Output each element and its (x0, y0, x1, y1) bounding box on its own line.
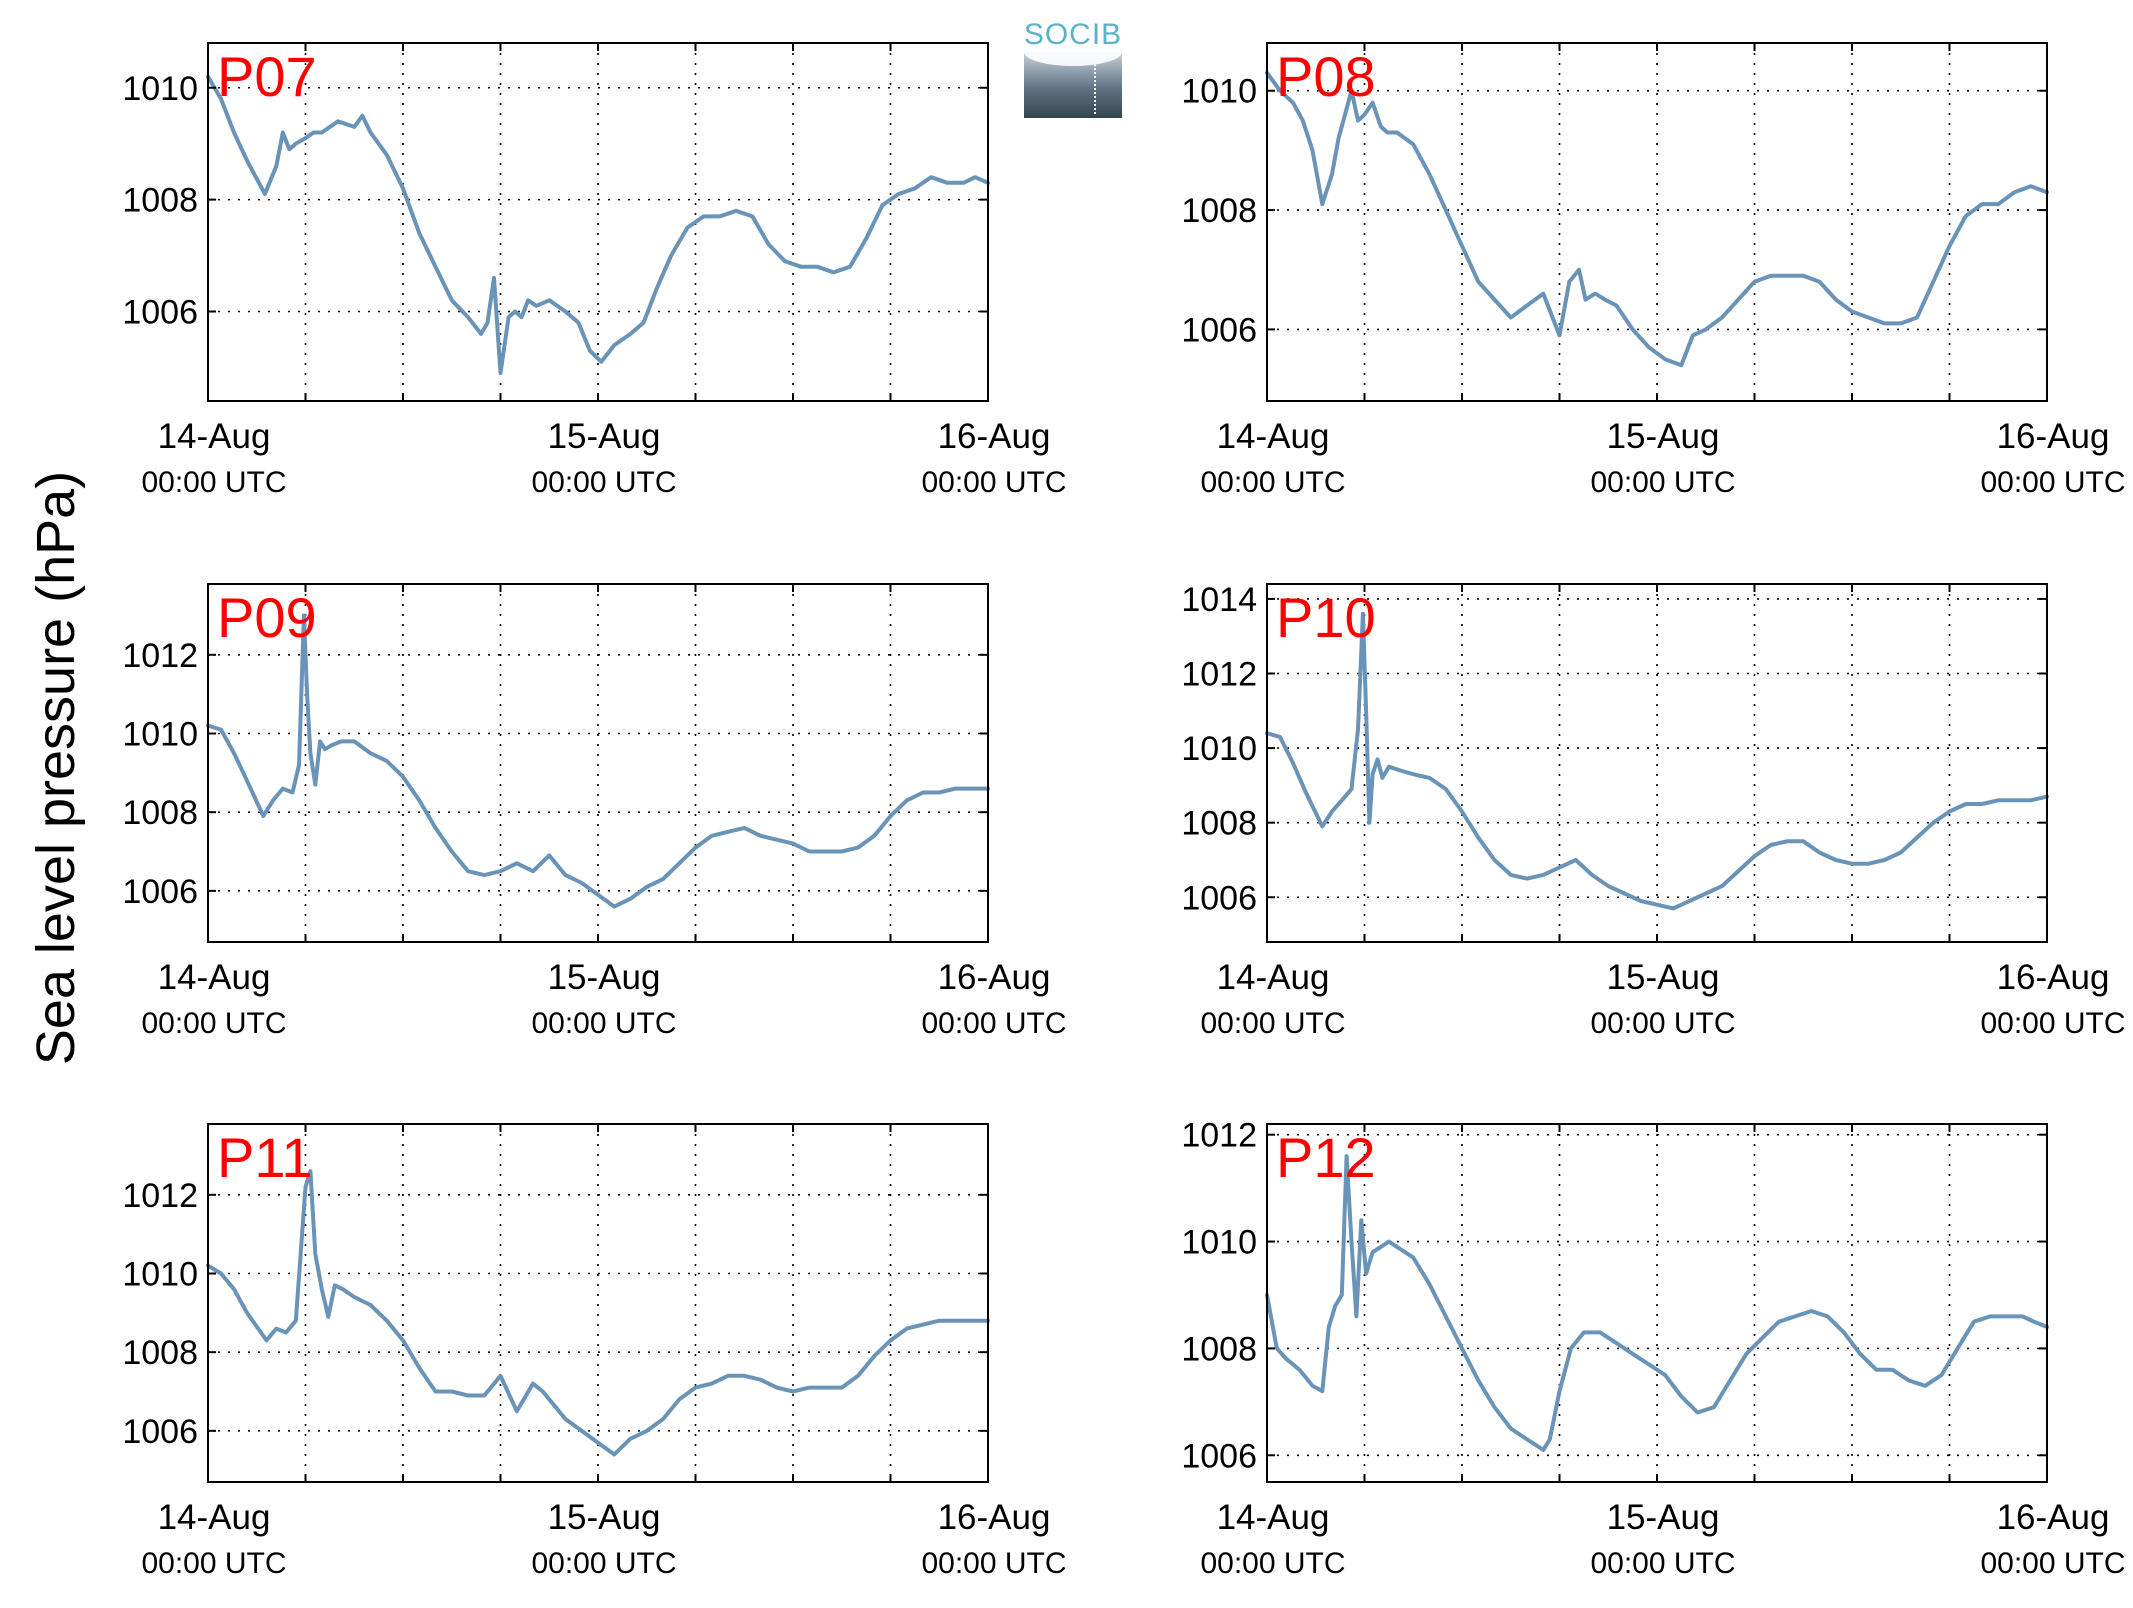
station-label-p09: P09 (217, 586, 317, 649)
x-tick-label-time: 00:00 UTC (1980, 1007, 2125, 1040)
x-tick-label-date: 16-Aug (1997, 417, 2110, 456)
y-tick-label: 1010 (1181, 730, 1257, 768)
y-tick-label: 1010 (1181, 1224, 1257, 1262)
x-tick-label-date: 14-Aug (1217, 417, 1330, 456)
y-tick-label: 1006 (122, 1413, 198, 1451)
x-tick-label-time: 00:00 UTC (1200, 466, 1345, 499)
x-tick-label-time: 00:00 UTC (1200, 1007, 1345, 1040)
chart-panel-p08: 1006 1008 1010 14-Aug 00:00 UTC 15-Aug 00:00 U… (1181, 42, 2126, 499)
y-tick-label: 1008 (122, 182, 198, 220)
logo-text: SOCIB (1023, 18, 1123, 51)
series-line-p09 (206, 613, 990, 909)
x-tick-label-time: 00:00 UTC (921, 1547, 1066, 1580)
y-tick-label: 1012 (122, 1177, 198, 1215)
x-tick-label-time: 00:00 UTC (1590, 466, 1735, 499)
x-tick-label-time: 00:00 UTC (141, 466, 286, 499)
x-tick-label-date: 15-Aug (548, 1498, 661, 1537)
axes-frame (1266, 1123, 2048, 1483)
station-label-p12: P12 (1276, 1126, 1376, 1189)
x-tick-label-date: 14-Aug (158, 958, 271, 997)
x-tick-label-time: 00:00 UTC (141, 1007, 286, 1040)
x-tick-label-time: 00:00 UTC (921, 1007, 1066, 1040)
y-tick-label: 1008 (122, 794, 198, 832)
y-tick-label: 1006 (122, 873, 198, 911)
series-line-p12 (1265, 1154, 2049, 1452)
logo-wave (1024, 52, 1122, 66)
x-tick-label-date: 16-Aug (1997, 1498, 2110, 1537)
logo-emblem (1024, 52, 1122, 118)
y-tick-label: 1010 (122, 715, 198, 753)
x-tick-label-date: 16-Aug (1997, 958, 2110, 997)
axes-frame (1266, 42, 2048, 402)
x-tick-label-time: 00:00 UTC (1200, 1547, 1345, 1580)
y-tick-label: 1010 (1181, 73, 1257, 111)
y-tick-label: 1010 (122, 70, 198, 108)
x-tick-label-date: 15-Aug (1607, 958, 1720, 997)
axes-frame (207, 583, 989, 943)
y-tick-label: 1006 (1181, 879, 1257, 917)
series-line-p11 (206, 1169, 990, 1457)
y-tick-label: 1012 (122, 637, 198, 675)
x-tick-label-date: 14-Aug (158, 417, 271, 456)
x-tick-label-date: 15-Aug (1607, 417, 1720, 456)
chart-panel-p10: 1006 1008 1010 1012 1014 14-Aug 00:00 UTC 15-Au… (1181, 581, 2125, 1040)
x-tick-label-date: 14-Aug (1217, 1498, 1330, 1537)
chart-panel-p09: 1006 1008 1010 1012 14-Aug 00:00 UTC 15-Aug 00:… (122, 583, 1067, 1040)
socib-logo: SOCIB (1022, 18, 1124, 122)
y-tick-label: 1008 (122, 1334, 198, 1372)
station-label-p08: P08 (1276, 45, 1376, 108)
station-label-p07: P07 (217, 45, 317, 108)
axes-frame (1266, 583, 2048, 943)
x-tick-label-time: 00:00 UTC (1590, 1007, 1735, 1040)
x-tick-label-time: 00:00 UTC (921, 466, 1066, 499)
y-tick-label: 1012 (1181, 1117, 1257, 1155)
chart-panel-p12: 1006 1008 1010 1012 14-Aug 00:00 UTC 15-Aug 00:… (1181, 1117, 2125, 1580)
y-tick-label: 1008 (1181, 192, 1257, 230)
x-tick-label-date: 16-Aug (938, 1498, 1051, 1537)
y-tick-label: 1012 (1181, 656, 1257, 694)
y-tick-label: 1014 (1181, 581, 1257, 619)
x-tick-label-time: 00:00 UTC (1980, 466, 2125, 499)
series-line-p07 (206, 74, 990, 375)
y-tick-label: 1006 (122, 294, 198, 332)
series-line-p08 (1265, 70, 2049, 368)
chart-panel-p11: 1006 1008 1010 1012 14-Aug 00:00 UTC 15-Aug 00:… (122, 1123, 1067, 1580)
y-tick-label: 1010 (122, 1255, 198, 1293)
x-tick-label-time: 00:00 UTC (531, 1007, 676, 1040)
x-tick-label-time: 00:00 UTC (1980, 1547, 2125, 1580)
y-tick-label: 1006 (1181, 311, 1257, 349)
x-tick-label-date: 14-Aug (158, 1498, 271, 1537)
y-tick-label: 1008 (1181, 1330, 1257, 1368)
x-tick-label-date: 16-Aug (938, 417, 1051, 456)
series-line-p10 (1265, 611, 2049, 911)
x-tick-label-date: 15-Aug (548, 417, 661, 456)
x-tick-label-date: 14-Aug (1217, 958, 1330, 997)
logo-dotted-line (1094, 64, 1096, 114)
station-label-p10: P10 (1276, 586, 1376, 649)
x-tick-label-time: 00:00 UTC (1590, 1547, 1735, 1580)
x-tick-label-date: 16-Aug (938, 958, 1051, 997)
station-label-p11: P11 (217, 1126, 312, 1189)
x-tick-label-date: 15-Aug (548, 958, 661, 997)
chart-panel-p07: 1006 1008 1010 14-Aug 00:00 UTC 15-Aug 00:00 U… (122, 42, 1067, 499)
x-tick-label-date: 15-Aug (1607, 1498, 1720, 1537)
y-tick-label: 1008 (1181, 805, 1257, 843)
x-tick-label-time: 00:00 UTC (141, 1547, 286, 1580)
x-tick-label-time: 00:00 UTC (531, 1547, 676, 1580)
axes-frame (207, 42, 989, 402)
x-tick-label-time: 00:00 UTC (531, 466, 676, 499)
y-tick-label: 1006 (1181, 1437, 1257, 1475)
